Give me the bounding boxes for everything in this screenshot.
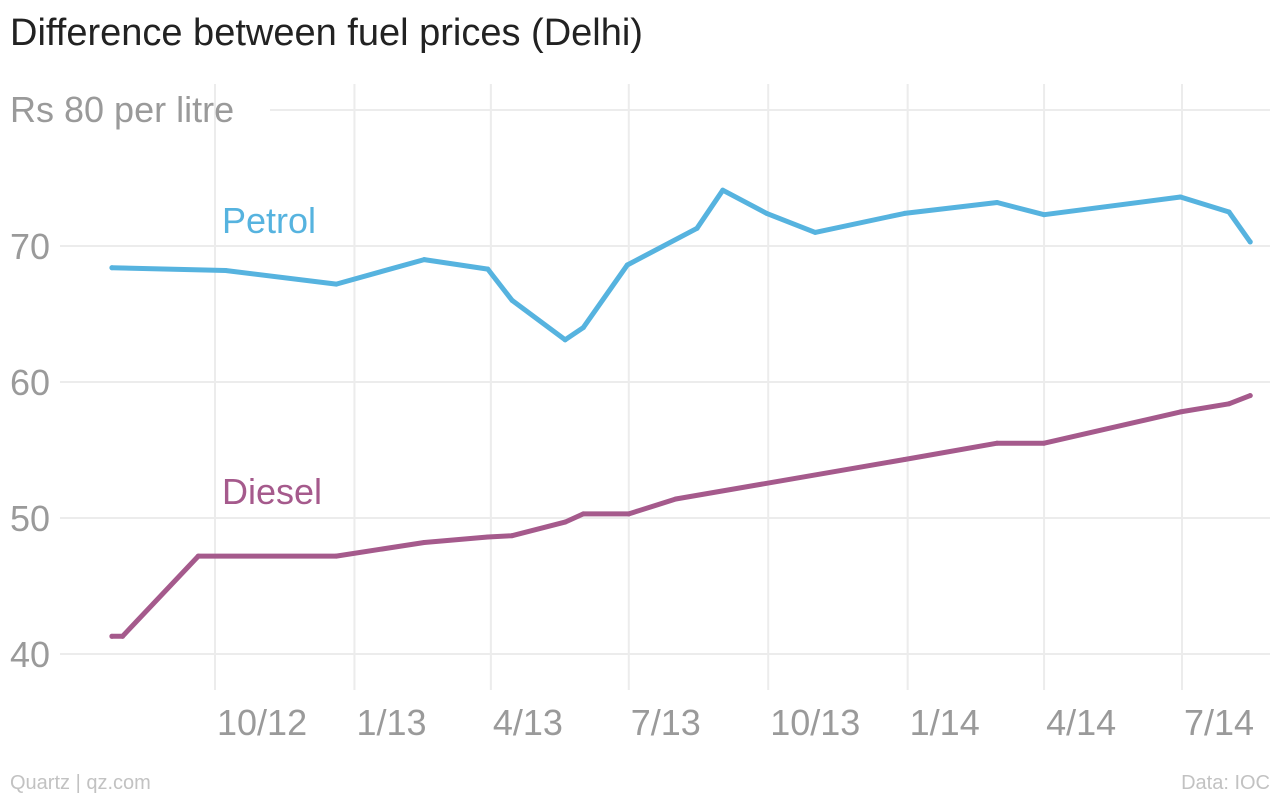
data-point-petrol-17 xyxy=(1226,209,1232,215)
data-point-diesel-16 xyxy=(1247,393,1253,399)
series-layer xyxy=(109,187,1253,639)
footer-data-credit: Data: IOC xyxy=(1181,772,1270,794)
data-point-petrol-2 xyxy=(333,281,339,287)
series-label-diesel: Diesel xyxy=(222,471,322,512)
data-point-petrol-1 xyxy=(223,267,229,273)
data-point-diesel-8 xyxy=(580,511,586,517)
x-tick-label-0: 10/12 xyxy=(217,702,307,743)
data-point-petrol-13 xyxy=(902,210,908,216)
data-point-petrol-11 xyxy=(764,210,770,216)
data-point-petrol-10 xyxy=(720,187,726,193)
data-point-petrol-16 xyxy=(1177,194,1183,200)
data-point-petrol-5 xyxy=(509,297,515,303)
data-point-diesel-2 xyxy=(195,553,201,559)
data-point-petrol-7 xyxy=(580,325,586,331)
data-point-diesel-13 xyxy=(1041,440,1047,446)
x-tick-label-7: 7/14 xyxy=(1184,702,1254,743)
data-point-petrol-15 xyxy=(1041,212,1047,218)
data-point-petrol-4 xyxy=(485,266,491,272)
data-point-petrol-0 xyxy=(109,265,115,271)
label-layer: Petrol Diesel xyxy=(222,200,322,512)
data-point-diesel-15 xyxy=(1226,401,1232,407)
x-tick-label-1: 1/13 xyxy=(356,702,426,743)
y-unit-label: Rs 80 per litre xyxy=(10,89,234,130)
x-tick-label-6: 4/14 xyxy=(1046,702,1116,743)
data-point-diesel-7 xyxy=(562,519,568,525)
data-point-petrol-6 xyxy=(562,337,568,343)
data-point-diesel-9 xyxy=(626,511,632,517)
data-point-diesel-3 xyxy=(333,553,339,559)
series-line-diesel xyxy=(109,393,1253,639)
data-point-diesel-5 xyxy=(485,534,491,540)
data-point-diesel-4 xyxy=(421,539,427,545)
data-point-diesel-0 xyxy=(109,633,115,639)
data-point-petrol-14 xyxy=(994,199,1000,205)
data-point-diesel-14 xyxy=(1177,409,1183,415)
grid-layer xyxy=(60,84,1270,690)
x-tick-label-4: 10/13 xyxy=(770,702,860,743)
x-tick-label-3: 7/13 xyxy=(631,702,701,743)
data-point-petrol-8 xyxy=(624,262,630,268)
y-tick-label-50: 50 xyxy=(10,498,50,539)
data-point-petrol-18 xyxy=(1247,239,1253,245)
y-tick-label-70: 70 xyxy=(10,226,50,267)
data-point-diesel-1 xyxy=(120,633,126,639)
data-point-diesel-11 xyxy=(902,457,908,463)
x-tick-label-2: 4/13 xyxy=(493,702,563,743)
y-tick-label-60: 60 xyxy=(10,362,50,403)
footer-source-credit: Quartz | qz.com xyxy=(10,772,151,794)
data-point-diesel-10 xyxy=(673,496,679,502)
axis-layer: 40 50 60 70 Rs 80 per litre 10/12 1/13 4/13 7/13… xyxy=(10,89,1254,743)
x-tick-label-5: 1/14 xyxy=(910,702,980,743)
chart-title: Difference between fuel prices (Delhi) xyxy=(10,12,643,54)
data-point-diesel-12 xyxy=(994,440,1000,446)
data-point-petrol-3 xyxy=(421,257,427,263)
series-label-petrol: Petrol xyxy=(222,200,316,241)
data-point-diesel-6 xyxy=(509,533,515,539)
data-point-petrol-12 xyxy=(812,229,818,235)
data-point-petrol-9 xyxy=(694,225,700,231)
y-tick-label-40: 40 xyxy=(10,634,50,675)
